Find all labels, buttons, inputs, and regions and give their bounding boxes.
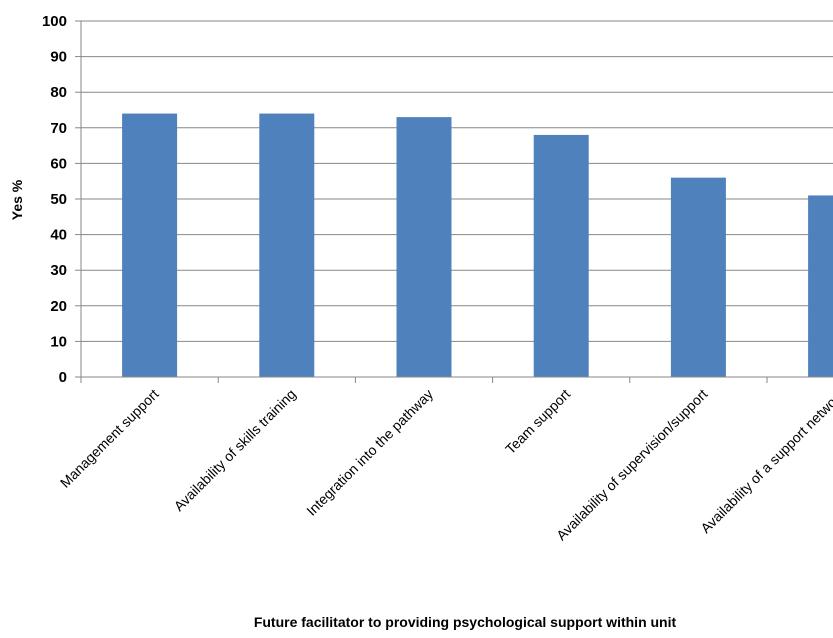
y-tick-label: 20: [50, 298, 67, 315]
bar: [259, 114, 314, 377]
bar: [808, 195, 833, 377]
x-category-label: Availability of supervision/support: [553, 386, 711, 544]
x-category-label: Team support: [502, 386, 573, 457]
y-tick-label: 90: [50, 49, 67, 66]
bar: [671, 178, 726, 377]
x-category-label: Availability of a support network: [697, 385, 833, 536]
y-tick-label: 0: [59, 369, 67, 386]
y-tick-label: 40: [50, 227, 67, 244]
bar: [534, 135, 589, 377]
x-axis-title: Future facilitator to providing psycholo…: [254, 614, 677, 630]
y-tick-label: 10: [50, 333, 67, 350]
y-tick-label: 100: [42, 13, 67, 30]
x-category-label: Integration into the pathway: [303, 386, 436, 519]
y-tick-label: 30: [50, 262, 67, 279]
y-tick-label: 50: [50, 191, 67, 208]
y-axis-title: Yes %: [9, 179, 25, 220]
y-tick-label: 80: [50, 84, 67, 101]
x-category-labels: Management support Availability of skills…: [57, 385, 833, 543]
bar: [122, 114, 177, 377]
x-category-label: Management support: [57, 386, 162, 491]
y-tick-label: 70: [50, 120, 67, 137]
bar: [397, 117, 452, 377]
x-category-label: Availability of skills training: [171, 386, 299, 514]
y-tick-labels: 0 10 20 30 40 50 60 70 80 90 100: [42, 13, 67, 386]
bars: [122, 114, 833, 377]
y-tick-label: 60: [50, 155, 67, 172]
